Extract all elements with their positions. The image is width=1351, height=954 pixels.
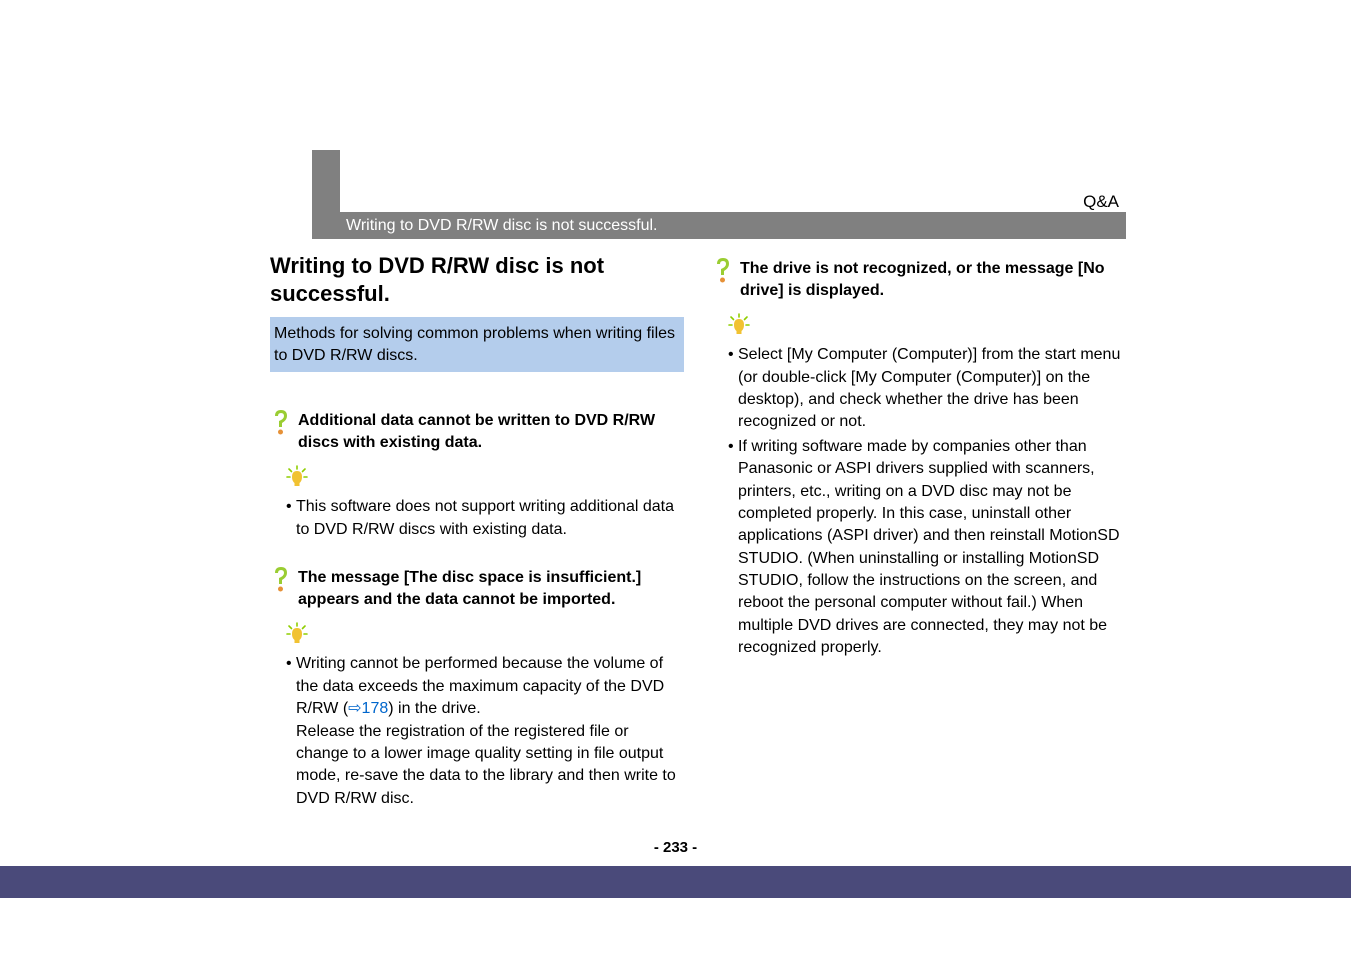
bullet-icon: •: [286, 653, 296, 810]
right-column: The drive is not recognized, or the mess…: [712, 252, 1126, 832]
answer-text-part: ) in the drive.: [388, 700, 480, 717]
answer-text: Writing cannot be performed because the …: [296, 653, 684, 810]
intro-box: Methods for solving common problems when…: [270, 317, 684, 372]
lightbulb-icon: [286, 622, 308, 646]
question-text: The message [The disc space is insuffici…: [298, 563, 684, 610]
page-number: - 233 -: [0, 839, 1351, 856]
qa-block: The message [The disc space is insuffici…: [270, 563, 684, 810]
answer-text-part: Release the registration of the register…: [296, 723, 676, 807]
question-mark-icon: [712, 256, 734, 284]
answer-item: • Writing cannot be performed because th…: [286, 653, 684, 810]
answer-item: • Select [My Computer (Computer)] from t…: [728, 344, 1126, 434]
category-label: Q&A: [1083, 192, 1119, 212]
answer-text: Select [My Computer (Computer)] from the…: [738, 344, 1126, 434]
bullet-icon: •: [728, 344, 738, 434]
answer-item: • This software does not support writing…: [286, 496, 684, 541]
bullet-icon: •: [728, 436, 738, 660]
answer-item: • If writing software made by companies …: [728, 436, 1126, 660]
link-page-number: 178: [362, 700, 389, 717]
header-bar-title: Writing to DVD R/RW disc is not successf…: [340, 212, 1126, 239]
qa-block: Additional data cannot be written to DVD…: [270, 406, 684, 541]
question-text: The drive is not recognized, or the mess…: [740, 254, 1126, 301]
question-mark-icon: [270, 565, 292, 593]
qa-block: The drive is not recognized, or the mess…: [712, 254, 1126, 660]
footer-band: [0, 866, 1351, 898]
lightbulb-icon: [286, 465, 308, 489]
page-ref-link[interactable]: ⇨178: [348, 700, 388, 717]
link-arrow-icon: ⇨: [348, 700, 361, 717]
lightbulb-icon: [728, 313, 750, 337]
header-tab-block: [312, 150, 340, 239]
bullet-icon: •: [286, 496, 296, 541]
answer-text: This software does not support writing a…: [296, 496, 684, 541]
page-title: Writing to DVD R/RW disc is not successf…: [270, 252, 684, 307]
left-column: Writing to DVD R/RW disc is not successf…: [270, 252, 684, 832]
answer-text: If writing software made by companies ot…: [738, 436, 1126, 660]
question-mark-icon: [270, 408, 292, 436]
question-text: Additional data cannot be written to DVD…: [298, 406, 684, 453]
header-band: Writing to DVD R/RW disc is not successf…: [0, 212, 1351, 239]
